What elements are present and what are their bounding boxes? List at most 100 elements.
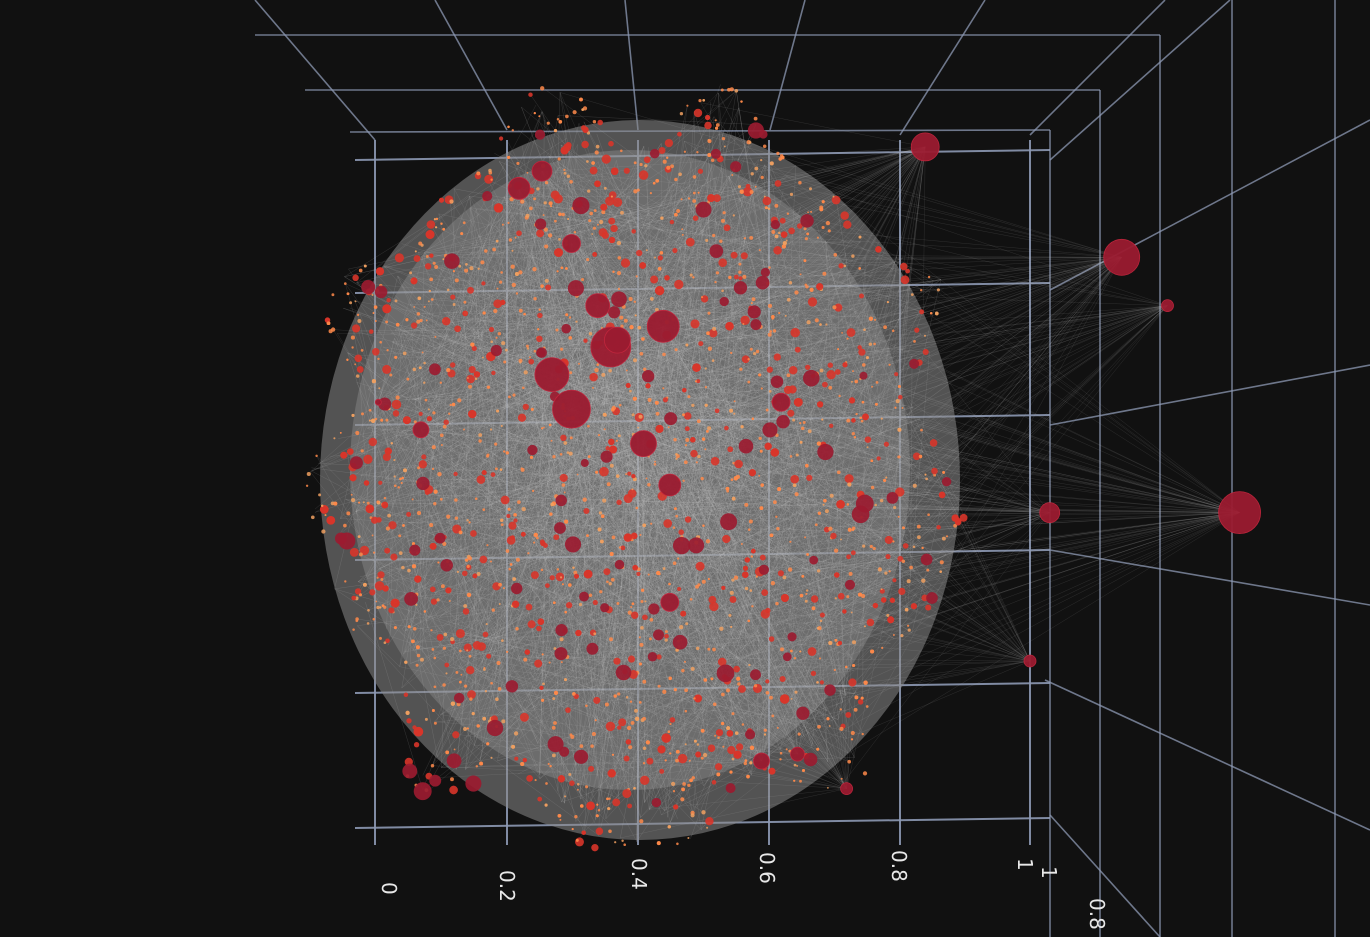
graph-node (786, 212, 790, 215)
graph-node (597, 527, 602, 532)
graph-node (462, 608, 470, 615)
graph-node (420, 657, 424, 662)
graph-node (744, 586, 749, 591)
graph-node (861, 400, 865, 404)
graph-node (477, 267, 480, 270)
graph-node (931, 467, 938, 475)
graph-node (379, 340, 382, 344)
graph-node (685, 622, 689, 626)
graph-node (479, 761, 484, 766)
graph-node (657, 684, 661, 688)
graph-node (769, 533, 774, 538)
graph-node (502, 587, 505, 590)
graph-node (799, 422, 802, 425)
graph-node (793, 397, 803, 407)
graph-node (723, 224, 731, 232)
graph-node (904, 607, 909, 612)
graph-node (786, 373, 791, 378)
graph-node (559, 637, 564, 642)
graph-node (434, 335, 437, 338)
graph-node (750, 172, 754, 176)
hub-node (531, 160, 553, 182)
graph-node (749, 761, 753, 765)
graph-node (445, 587, 452, 594)
hub-node (552, 389, 591, 429)
graph-node (690, 449, 698, 458)
graph-node (549, 512, 553, 516)
graph-node (714, 763, 723, 771)
graph-node (318, 493, 322, 497)
graph-node (655, 411, 660, 416)
graph-node (449, 199, 454, 204)
graph-node (846, 503, 850, 506)
graph-node (647, 573, 650, 576)
graph-node (569, 780, 575, 787)
graph-node (679, 624, 684, 630)
graph-node (425, 255, 429, 258)
graph-node (851, 528, 855, 531)
graph-node (642, 746, 647, 750)
graph-node (433, 502, 437, 506)
graph-node (430, 763, 435, 768)
graph-node (860, 419, 864, 423)
graph-node (936, 288, 940, 292)
graph-node (386, 349, 389, 352)
graph-node (719, 296, 729, 307)
graph-node (680, 610, 687, 617)
graph-node (687, 836, 690, 840)
graph-node (355, 374, 360, 378)
graph-node (843, 220, 852, 229)
graph-node (649, 148, 660, 159)
graph-node (705, 817, 714, 826)
graph-node (847, 527, 852, 532)
graph-node (639, 642, 644, 647)
graph-node (505, 549, 510, 553)
graph-node (690, 666, 695, 671)
graph-node (629, 389, 632, 393)
graph-node (585, 704, 588, 708)
graph-node (446, 514, 451, 519)
graph-node (470, 342, 475, 347)
graph-node (557, 775, 566, 783)
graph-node (442, 424, 447, 429)
graph-node (527, 620, 536, 629)
graph-node (583, 569, 593, 579)
graph-node (558, 212, 562, 216)
hub-edge-fan (355, 231, 926, 789)
graph-node (623, 533, 633, 542)
graph-node (794, 492, 799, 497)
graph-node (796, 764, 799, 767)
graph-node (402, 351, 407, 356)
graph-node (617, 434, 621, 438)
graph-node (782, 575, 787, 580)
graph-node (707, 153, 712, 157)
graph-node (765, 408, 769, 412)
graph-node (939, 570, 942, 573)
graph-node (826, 370, 836, 380)
graph-node (616, 602, 620, 605)
graph-node (707, 426, 712, 431)
graph-node (806, 232, 810, 236)
graph-node (425, 230, 435, 239)
graph-node (537, 618, 545, 625)
graph-node (602, 498, 607, 503)
graph-node (520, 467, 523, 470)
graph-node (378, 397, 392, 411)
graph-node (371, 534, 374, 537)
graph-node (625, 383, 631, 388)
graph-node (575, 837, 584, 847)
graph-node (468, 521, 471, 524)
graph-node (397, 486, 400, 489)
graph-node (627, 489, 637, 498)
graph-node (490, 178, 493, 181)
graph-node (880, 417, 883, 420)
graph-node (765, 690, 770, 695)
graph-node (645, 383, 651, 389)
graph-node (380, 418, 384, 422)
graph-node (851, 640, 857, 645)
graph-node (721, 289, 724, 292)
graph-node (380, 578, 384, 581)
graph-node (569, 179, 573, 184)
graph-node (588, 593, 593, 597)
